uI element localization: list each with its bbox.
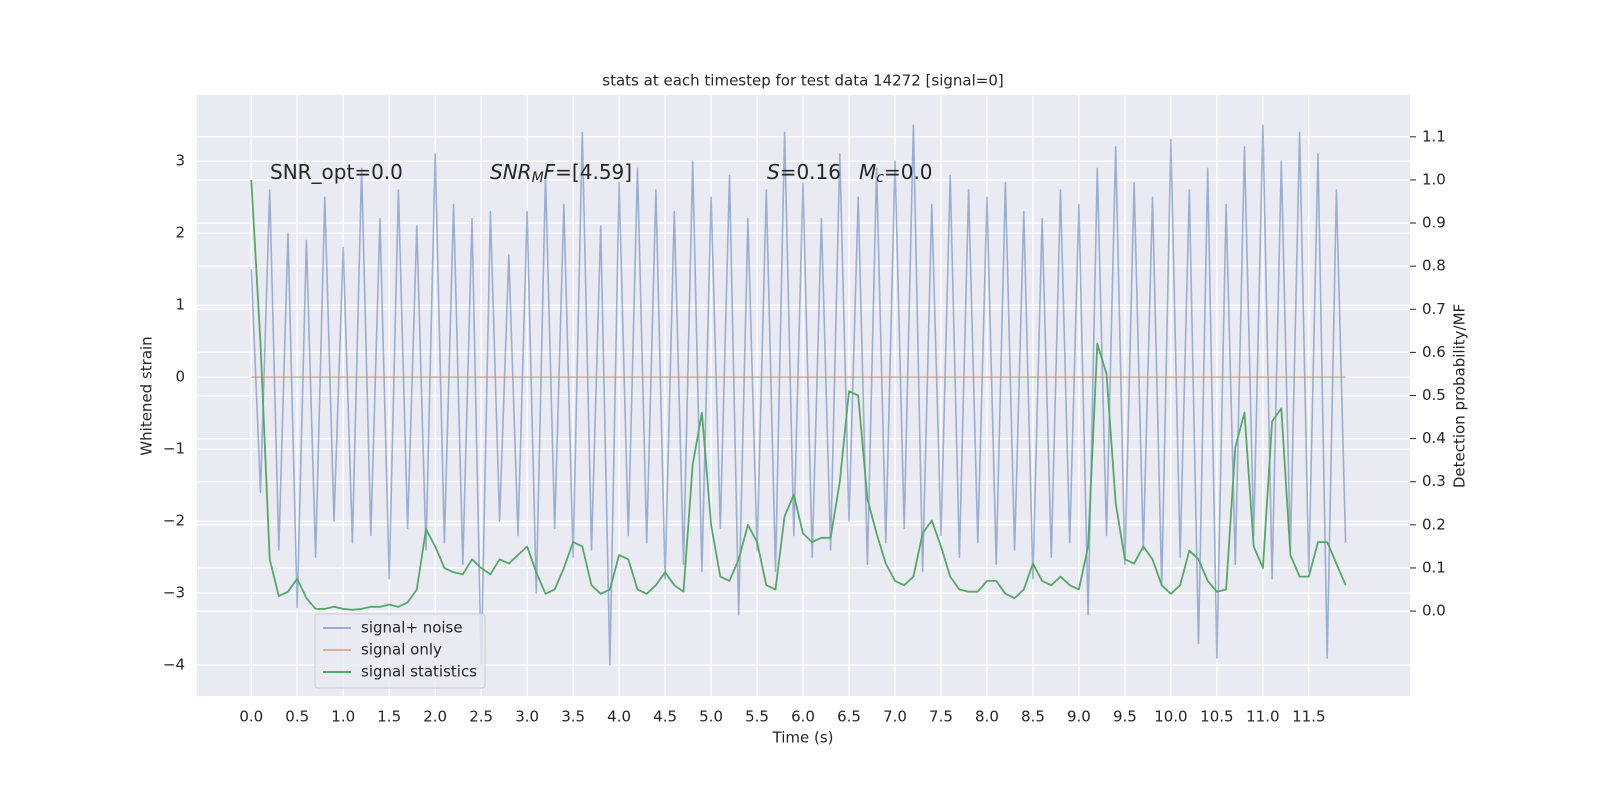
x-tick-label: 8.5 — [1021, 708, 1045, 726]
annotation: Mc=0.0 — [859, 160, 933, 187]
x-tick-label: 5.0 — [699, 708, 723, 726]
y2-axis-label: Detection probability/MF — [1451, 304, 1469, 488]
y2-tick-label: 0.1 — [1422, 558, 1446, 576]
series-line — [250, 124, 1347, 666]
x-tick-label: 4.0 — [607, 708, 631, 726]
y-tick-label: 3 — [175, 152, 185, 170]
annotation-part: M — [532, 170, 544, 186]
y-tick-label: −1 — [163, 440, 185, 458]
y2-tick-label: 0.8 — [1422, 257, 1446, 275]
x-tick-label: 7.0 — [883, 708, 907, 726]
annotation-part: S — [767, 160, 780, 184]
y2-tick-label: 1.1 — [1422, 127, 1446, 145]
x-tick-label: 11.5 — [1292, 708, 1325, 726]
x-tick-label: 10.0 — [1154, 708, 1187, 726]
legend-label: signal statistics — [361, 663, 477, 681]
y2-tick-label: 0.9 — [1422, 214, 1446, 232]
x-tick-label: 0.5 — [285, 708, 309, 726]
y2-tick-label: 0.3 — [1422, 472, 1446, 490]
legend-box — [314, 613, 486, 689]
x-tick-label: 1.5 — [377, 708, 401, 726]
x-tick-label: 11.0 — [1246, 708, 1279, 726]
x-axis-label: Time (s) — [772, 729, 834, 747]
annotation-part: F — [544, 160, 556, 184]
annotation: SNR_opt=0.0 — [270, 160, 403, 184]
x-tick-label: 9.0 — [1067, 708, 1091, 726]
legend-label: signal only — [361, 641, 442, 659]
x-tick-label: 7.5 — [929, 708, 953, 726]
x-tick-label: 8.0 — [975, 708, 999, 726]
y-tick-label: 1 — [175, 296, 185, 314]
y2-tick-label: 0.0 — [1422, 602, 1446, 620]
y2-tick-label: 0.4 — [1422, 429, 1446, 447]
y2-tick-label: 0.5 — [1422, 386, 1446, 404]
y2-tick-label: 0.6 — [1422, 343, 1446, 361]
y-tick-label: −4 — [163, 656, 185, 674]
annotation-part: =0.16 — [780, 160, 841, 184]
annotation: SNRMF=[4.59] — [490, 160, 632, 187]
x-tick-label: 1.0 — [331, 708, 355, 726]
annotation-part: c — [876, 170, 884, 186]
y-axis-label: Whitened strain — [138, 336, 156, 455]
series-line — [250, 179, 1347, 611]
y2-tick-label: 1.0 — [1422, 170, 1446, 188]
annotation-part: M — [859, 160, 876, 184]
legend-label: signal+ noise — [361, 619, 463, 637]
annotation-part: =[4.59] — [555, 160, 632, 184]
y-tick-label: −3 — [163, 584, 185, 602]
y2-tick-label: 0.7 — [1422, 300, 1446, 318]
x-tick-label: 5.5 — [745, 708, 769, 726]
x-tick-label: 9.5 — [1113, 708, 1137, 726]
x-tick-label: 10.5 — [1200, 708, 1233, 726]
chart-title: stats at each timestep for test data 142… — [602, 72, 1003, 90]
x-tick-label: 6.5 — [837, 708, 861, 726]
x-tick-label: 6.0 — [791, 708, 815, 726]
y-tick-label: 0 — [175, 368, 185, 386]
annotation-part: SNR_opt=0.0 — [270, 160, 403, 184]
y-tick-label: 2 — [175, 224, 185, 242]
x-tick-label: 2.5 — [469, 708, 493, 726]
x-tick-label: 2.0 — [423, 708, 447, 726]
annotation-part: SNR — [490, 160, 532, 184]
y-tick-label: −2 — [163, 512, 185, 530]
x-tick-label: 3.5 — [561, 708, 585, 726]
x-tick-label: 3.0 — [515, 708, 539, 726]
annotation: S=0.16 — [767, 160, 841, 184]
x-tick-label: 0.0 — [239, 708, 263, 726]
annotation-part: =0.0 — [884, 160, 933, 184]
y2-tick-label: 0.2 — [1422, 515, 1446, 533]
x-tick-label: 4.5 — [653, 708, 677, 726]
